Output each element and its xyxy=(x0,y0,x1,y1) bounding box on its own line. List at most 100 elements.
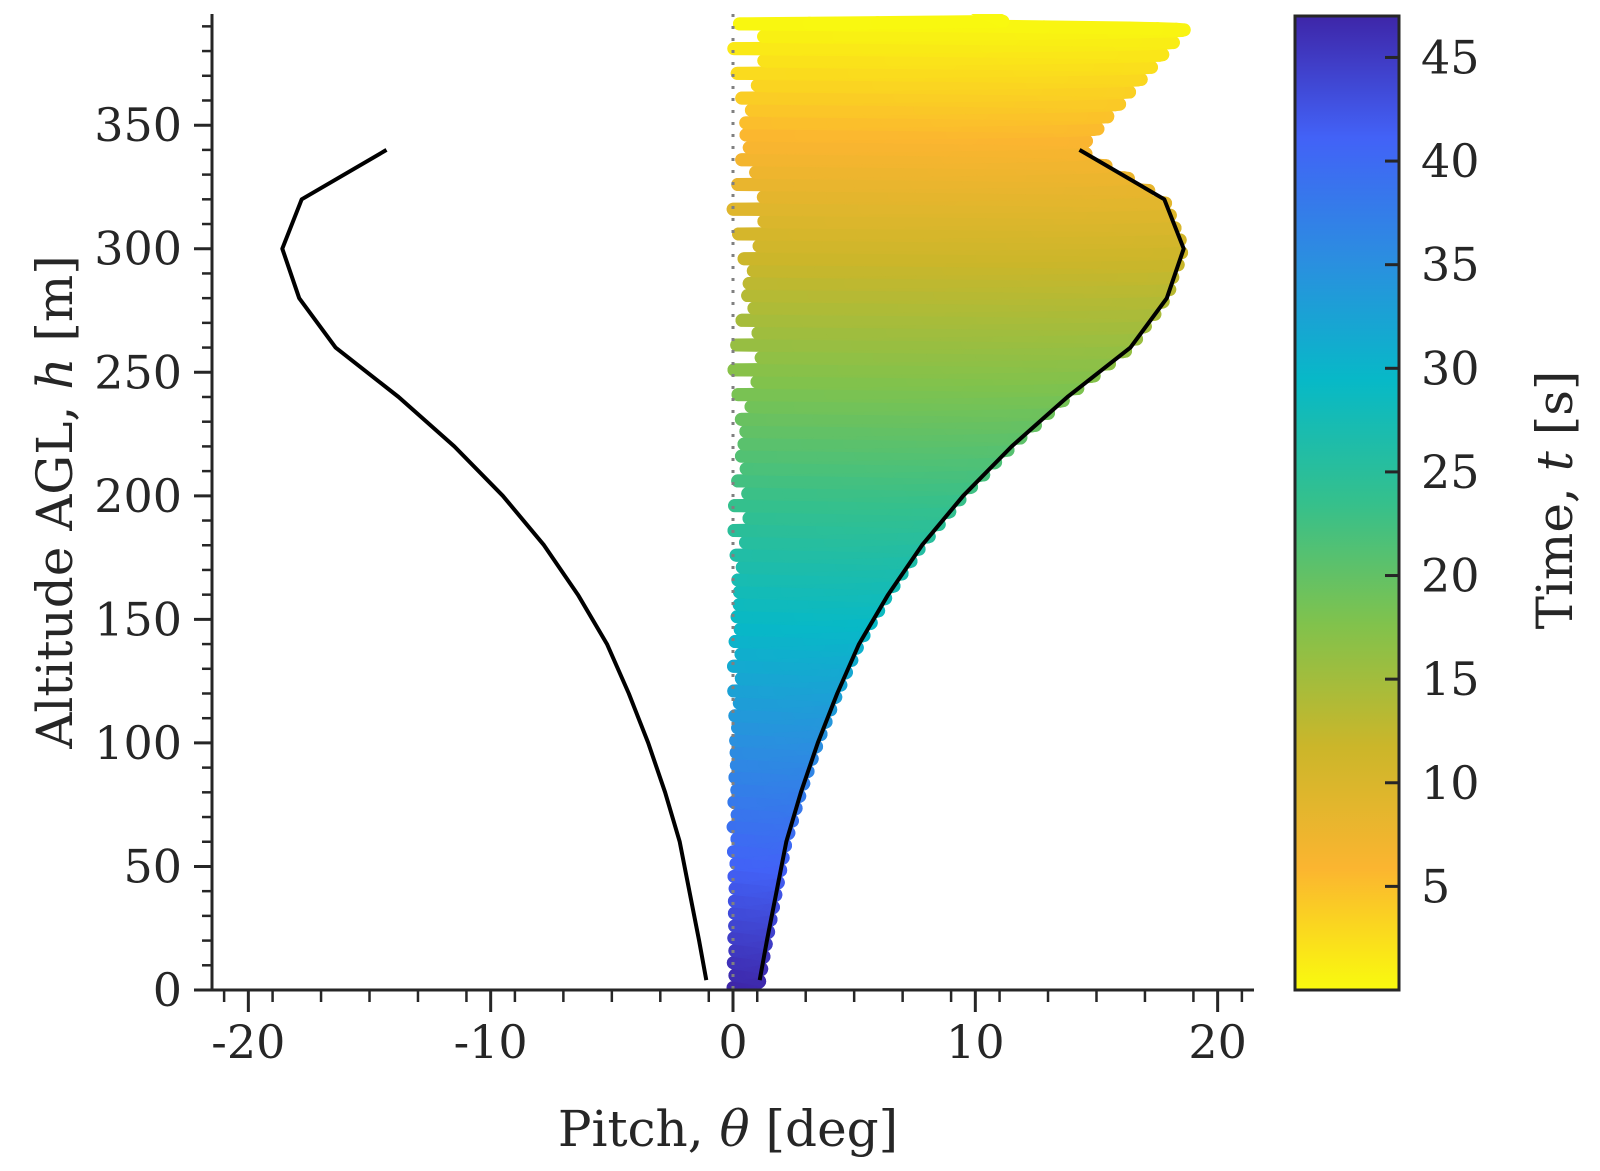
trace-segment xyxy=(851,336,921,351)
trace-segment xyxy=(741,288,821,303)
trace-segment xyxy=(894,150,954,165)
trace-segment xyxy=(853,176,923,190)
trace-segment xyxy=(815,349,886,364)
y-axis-label: Altitude AGL, h [m] xyxy=(26,255,84,750)
trace-segment xyxy=(843,275,921,289)
trace-segment xyxy=(773,386,838,401)
trace-segment xyxy=(783,251,865,265)
trace-segment xyxy=(782,362,851,376)
trace-segment xyxy=(824,386,886,400)
trace-segment xyxy=(940,360,998,374)
trace-segment xyxy=(750,374,818,389)
colorbar-bar xyxy=(1293,14,1401,992)
x-tick-label: -20 xyxy=(211,1015,285,1069)
trace-segment xyxy=(826,114,894,129)
trace-segment xyxy=(731,387,787,402)
trace-segment xyxy=(764,325,840,339)
trace-segment xyxy=(824,213,902,228)
trace-segment xyxy=(933,286,1003,301)
y-tick-label: 100 xyxy=(94,716,182,770)
x-tick-label: 10 xyxy=(946,1015,1005,1069)
colorbar-tick-label: 35 xyxy=(1421,238,1480,292)
trace-segment xyxy=(812,77,885,92)
trace-segment xyxy=(977,224,1044,239)
trace-segment xyxy=(1037,20,1098,34)
trace-segment xyxy=(958,26,1029,41)
trace-segment xyxy=(744,103,817,117)
trace-segment xyxy=(794,127,861,141)
trace-segment xyxy=(739,127,808,142)
trace-segment xyxy=(941,323,1006,338)
trace-segment xyxy=(730,66,799,80)
trace-segment xyxy=(825,188,901,203)
trace-segment xyxy=(807,287,885,302)
envelope-curves xyxy=(280,148,1186,981)
trace-segment xyxy=(843,151,908,165)
trace-segment xyxy=(727,362,796,377)
trace-segment xyxy=(884,52,957,66)
trace-segment xyxy=(816,139,881,153)
trace-segment xyxy=(941,261,1012,276)
trace-segment xyxy=(765,411,826,426)
trace-segment xyxy=(792,201,871,216)
trace-segment xyxy=(855,225,932,240)
trace-segment xyxy=(888,212,962,227)
trace-segment xyxy=(794,40,873,55)
trace-segment xyxy=(946,88,1008,103)
trace-segment xyxy=(943,51,1011,66)
trace-segment xyxy=(975,249,1043,263)
trace-segment xyxy=(776,448,830,463)
trace-segment xyxy=(750,78,826,92)
trace-segment xyxy=(826,324,899,339)
colorbar-label: Time, t [s] xyxy=(1526,371,1584,630)
trace-segment xyxy=(799,312,875,327)
trace-segment xyxy=(757,53,835,68)
trace-segment xyxy=(832,28,911,42)
trace-segment xyxy=(1055,33,1110,47)
colorbar-tick-label: 45 xyxy=(1421,30,1480,84)
trace-segment xyxy=(802,16,885,30)
y-tick-label: 150 xyxy=(94,592,182,646)
trace-segment xyxy=(851,250,929,265)
trace-segment xyxy=(746,263,828,278)
trace-segment xyxy=(867,138,928,153)
trace-segment xyxy=(837,361,904,376)
trace-segment xyxy=(801,435,856,450)
trace-segment xyxy=(886,237,963,252)
trace-segment xyxy=(872,348,939,363)
trace-segment xyxy=(764,28,846,43)
colorbar-tick-label: 30 xyxy=(1421,341,1480,395)
trace-segment xyxy=(771,300,849,315)
trace-segment xyxy=(930,113,990,127)
trace-segment xyxy=(758,436,815,450)
trace-segment xyxy=(734,449,790,463)
trace-segment xyxy=(955,298,1022,313)
trace-segment xyxy=(1035,304,1090,319)
trace-segment xyxy=(921,39,993,54)
trace-segment xyxy=(919,200,990,214)
trace-segment xyxy=(871,287,947,301)
x-axis-label: Pitch, θ [deg] xyxy=(558,1100,898,1158)
colorbar: 5 10 15 20 25 30 35 40 45 Time, t [s] xyxy=(1293,14,1584,992)
trace-segment xyxy=(784,423,842,438)
trace-segment xyxy=(927,76,993,91)
trace-segment xyxy=(847,65,921,79)
trace-segment xyxy=(1041,279,1098,294)
trace-segment xyxy=(841,398,901,412)
trace-segment xyxy=(915,249,989,264)
trace-segment xyxy=(820,164,889,178)
y-tick-label: 250 xyxy=(94,345,182,399)
trace-segment xyxy=(744,399,807,414)
trace-segment xyxy=(788,226,869,240)
trace-segment xyxy=(872,385,932,400)
trace-segment xyxy=(735,313,813,327)
colorbar-tick-label: 5 xyxy=(1421,859,1450,913)
trace-segment xyxy=(887,397,943,412)
trace-segment xyxy=(979,39,1045,53)
trace-segment xyxy=(777,90,850,104)
trace-segment xyxy=(885,324,955,338)
trace-segment xyxy=(730,337,805,352)
trace-segment xyxy=(918,385,973,399)
trace-segment xyxy=(847,126,912,141)
trace-segment xyxy=(949,237,1019,251)
